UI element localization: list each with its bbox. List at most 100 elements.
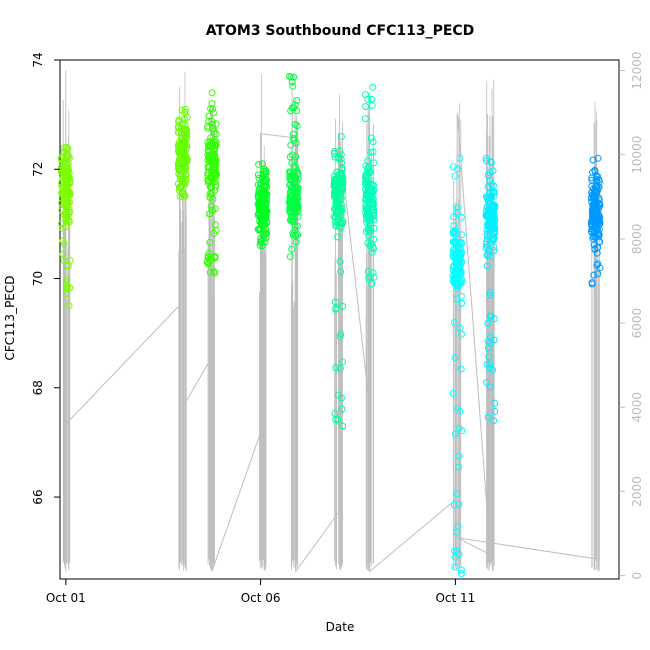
data-point — [209, 173, 217, 181]
data-point — [367, 148, 375, 156]
data-point — [204, 169, 212, 177]
data-point — [482, 157, 490, 165]
data-point — [334, 416, 342, 424]
data-point — [256, 239, 264, 247]
data-point — [207, 203, 215, 211]
data-point — [181, 157, 188, 165]
data-point — [362, 103, 370, 111]
data-point — [456, 407, 464, 415]
data-point — [483, 235, 491, 243]
data-point — [204, 258, 211, 266]
data-point — [588, 279, 596, 287]
data-point — [261, 194, 269, 202]
data-point — [370, 186, 378, 194]
data-point — [210, 130, 218, 138]
data-point — [336, 176, 344, 184]
data-point — [257, 234, 264, 242]
data-point — [364, 198, 372, 206]
data-point — [180, 126, 188, 133]
data-point — [204, 124, 212, 132]
data-point — [339, 302, 346, 310]
data-point — [454, 246, 462, 254]
data-point — [179, 174, 186, 182]
data-point — [208, 120, 216, 128]
data-point — [210, 268, 218, 276]
data-point — [482, 244, 490, 252]
data-point — [453, 208, 461, 216]
altitude-profile — [591, 101, 600, 572]
data-point — [330, 205, 338, 213]
altitude-profile — [62, 100, 71, 570]
data-point — [291, 121, 299, 128]
data-point — [589, 156, 597, 164]
data-point — [595, 221, 602, 229]
data-point — [449, 163, 457, 171]
data-point — [291, 223, 299, 231]
data-point — [63, 279, 70, 287]
data-point — [261, 181, 269, 189]
data-point — [365, 227, 373, 235]
data-point — [369, 138, 377, 146]
data-point — [332, 198, 340, 206]
data-point — [61, 211, 69, 219]
data-point — [205, 163, 213, 171]
y2-tick-label: 6000 — [630, 308, 644, 339]
data-point — [483, 262, 491, 270]
data-point — [366, 168, 374, 176]
data-point — [483, 360, 491, 368]
data-point — [338, 185, 346, 193]
data-point — [486, 291, 494, 299]
data-point — [63, 147, 71, 155]
data-point — [455, 238, 463, 246]
data-point — [593, 172, 601, 180]
data-point — [453, 547, 461, 555]
data-point — [288, 151, 296, 159]
data-point — [208, 117, 216, 125]
data-point — [63, 173, 71, 181]
data-point — [260, 167, 268, 175]
data-point — [591, 245, 599, 253]
data-point — [290, 198, 298, 205]
chart-title: ATOM3 Southbound CFC113_PECD — [206, 23, 475, 39]
data-point — [370, 209, 378, 216]
data-point — [362, 228, 370, 236]
data-point — [337, 330, 345, 338]
data-point — [333, 168, 341, 176]
data-point — [211, 152, 219, 160]
data-point — [332, 304, 340, 312]
data-point — [454, 204, 461, 212]
data-point — [457, 365, 465, 373]
data-point — [482, 154, 490, 162]
data-point — [206, 238, 214, 246]
data-point — [368, 248, 376, 256]
data-point — [486, 312, 494, 320]
data-point — [484, 171, 492, 179]
y2-tick-label: 2000 — [630, 476, 644, 507]
data-point — [456, 324, 464, 332]
data-point — [208, 100, 216, 107]
data-point — [290, 169, 298, 177]
data-point — [490, 247, 498, 254]
data-point — [491, 216, 499, 224]
data-point — [367, 134, 375, 142]
data-point — [369, 83, 377, 91]
data-point — [206, 140, 214, 148]
series-flight-2 — [174, 105, 191, 201]
data-point — [207, 134, 215, 142]
data-point — [259, 172, 267, 179]
data-point — [260, 231, 268, 239]
data-point — [62, 186, 70, 194]
data-point — [287, 141, 295, 149]
data-point — [206, 268, 214, 276]
data-point — [370, 216, 378, 224]
data-point — [59, 237, 67, 245]
data-point — [261, 205, 269, 213]
data-point — [490, 212, 498, 220]
data-point — [362, 162, 370, 170]
data-point — [487, 158, 495, 166]
data-point — [255, 199, 263, 207]
data-point — [337, 268, 345, 276]
data-point — [488, 188, 496, 196]
series-flight-9 — [482, 154, 499, 425]
